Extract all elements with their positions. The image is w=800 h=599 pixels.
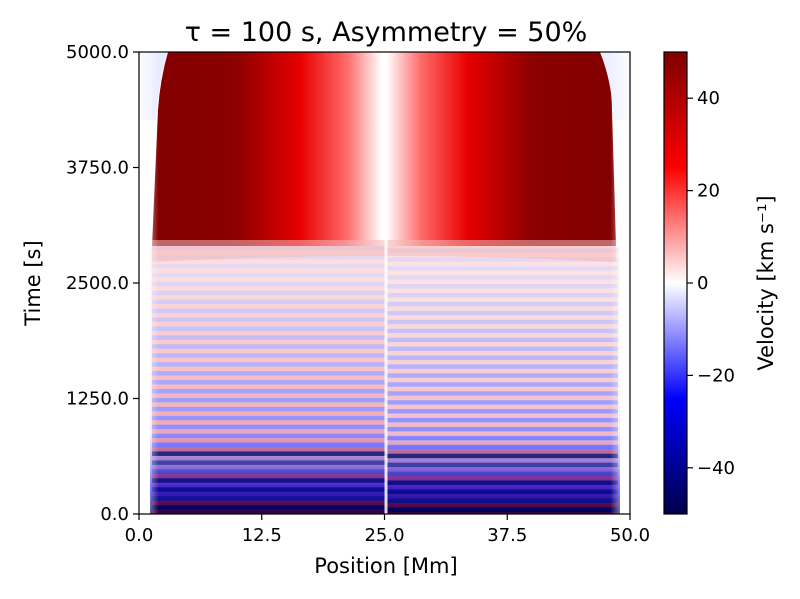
x-tick-label: 25.0 xyxy=(364,525,404,546)
y-tick-label: 3750.0 xyxy=(66,158,129,179)
x-tick-label: 37.5 xyxy=(487,525,527,546)
x-axis: 0.0 12.5 25.0 37.5 50.0 xyxy=(125,514,650,546)
colorbar-tick-label: 0 xyxy=(697,273,708,294)
x-tick-label: 50.0 xyxy=(610,525,650,546)
y-tick-label: 0.0 xyxy=(100,504,129,525)
colorbar-tick-label: 40 xyxy=(697,88,720,109)
y-tick-label: 1250.0 xyxy=(66,389,129,410)
colorbar-ticks: 40 20 0 −20 −40 xyxy=(687,88,735,479)
y-tick-label: 5000.0 xyxy=(66,42,129,63)
x-axis-label: Position [Mm] xyxy=(314,554,457,578)
x-tick-label: 0.0 xyxy=(125,525,154,546)
y-tick-label: 2500.0 xyxy=(66,273,129,294)
colorbar-label: Velocity [km s⁻¹] xyxy=(754,195,778,370)
y-axis: 0.0 1250.0 2500.0 3750.0 5000.0 xyxy=(66,42,139,525)
x-tick-label: 12.5 xyxy=(242,525,282,546)
chart-title: τ = 100 s, Asymmetry = 50% xyxy=(185,17,588,48)
colorbar xyxy=(664,52,687,514)
colorbar-tick-label: −40 xyxy=(697,458,735,479)
y-axis-label: Time [s] xyxy=(21,240,45,326)
heatmap-area xyxy=(139,52,630,514)
colorbar-tick-label: −20 xyxy=(697,365,735,386)
colorbar-tick-label: 20 xyxy=(697,181,720,202)
